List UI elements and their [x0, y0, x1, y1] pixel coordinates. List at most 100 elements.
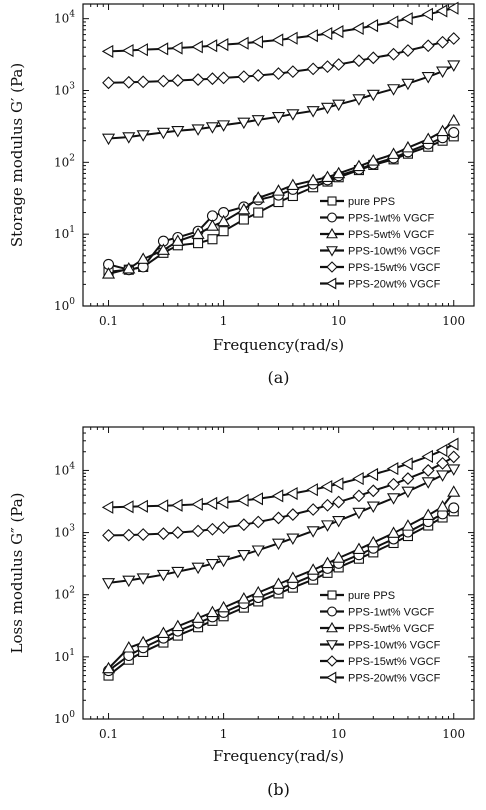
data-point — [171, 619, 185, 632]
data-point — [386, 526, 401, 538]
x-tick-label: 10 — [331, 727, 346, 741]
legend-marker — [325, 277, 337, 290]
data-point — [320, 479, 333, 494]
data-point — [436, 66, 450, 79]
series-line — [108, 131, 455, 271]
series-line — [108, 7, 454, 53]
x-tick-label: 100 — [442, 314, 465, 328]
x-axis-label: Frequency(rad/s) — [213, 747, 344, 765]
data-point — [401, 472, 415, 485]
data-point — [205, 122, 220, 134]
legend-marker — [327, 590, 337, 600]
series-line — [108, 443, 455, 509]
series-line — [108, 64, 455, 140]
data-point — [366, 501, 380, 514]
data-point — [447, 437, 459, 451]
series-line — [108, 456, 455, 537]
data-point — [171, 41, 183, 55]
data-point — [436, 124, 450, 137]
data-point — [171, 498, 183, 512]
series-6 — [101, 1, 459, 58]
data-point — [251, 545, 265, 557]
legend-label: PPS-10wt% VGCF — [348, 640, 441, 652]
legend-marker — [327, 212, 337, 223]
data-point — [306, 526, 320, 538]
data-point — [401, 486, 415, 499]
data-point — [401, 78, 415, 91]
data-point — [271, 538, 286, 551]
y-tick-label: 102 — [54, 586, 75, 602]
data-point — [320, 27, 333, 41]
data-point — [122, 575, 136, 588]
series-line — [108, 119, 455, 275]
legend-label: PPS-5wt% VGCF — [348, 623, 434, 635]
data-point — [136, 499, 148, 513]
data-point — [191, 40, 203, 54]
data-point — [272, 67, 285, 80]
data-point — [156, 499, 169, 513]
legend-label: pure PPS — [348, 590, 395, 602]
data-point — [237, 592, 251, 604]
data-point — [237, 493, 249, 507]
data-point — [191, 562, 205, 575]
data-point — [206, 72, 219, 86]
data-point — [101, 267, 116, 279]
data-point — [286, 31, 298, 45]
data-point — [237, 202, 251, 215]
series-line — [108, 37, 455, 84]
data-point — [251, 115, 265, 127]
data-point — [217, 600, 231, 613]
data-point — [237, 518, 251, 532]
data-point — [306, 62, 320, 76]
data-point — [206, 522, 219, 536]
legend-marker — [327, 606, 337, 617]
data-point — [448, 127, 460, 139]
data-point — [435, 4, 448, 18]
data-point — [157, 74, 170, 88]
data-point — [332, 515, 346, 528]
data-point — [447, 32, 461, 45]
series-line — [108, 468, 455, 584]
legend-marker — [326, 621, 338, 633]
data-point — [352, 489, 366, 503]
series-5 — [102, 32, 461, 90]
legend-label: PPS-15wt% VGCF — [348, 262, 441, 274]
data-point — [286, 508, 300, 521]
legend-label: PPS-20wt% VGCF — [348, 673, 441, 685]
data-point — [366, 467, 379, 482]
data-point — [156, 42, 169, 56]
data-point — [191, 227, 205, 239]
data-point — [366, 89, 380, 102]
y-axis-label: Loss modulus G″ (Pa) — [8, 492, 26, 653]
data-point — [286, 178, 300, 190]
panel-label: (b) — [267, 780, 290, 799]
y-tick-label: 101 — [54, 225, 75, 241]
data-point — [401, 12, 413, 26]
data-point — [387, 477, 400, 491]
data-point — [447, 113, 461, 126]
data-point — [217, 120, 231, 132]
data-point — [136, 130, 150, 142]
data-point — [401, 519, 415, 531]
data-point — [448, 502, 460, 514]
data-point — [421, 7, 433, 21]
y-tick-label: 100 — [54, 710, 75, 726]
legend-marker — [326, 227, 338, 239]
data-point — [331, 25, 344, 39]
data-point — [447, 464, 461, 476]
data-point — [271, 184, 286, 196]
y-tick-label: 101 — [54, 648, 75, 664]
x-tick-label: 1 — [220, 314, 228, 328]
data-point — [306, 483, 318, 497]
series-line — [107, 510, 455, 677]
legend-marker — [326, 655, 338, 667]
data-point — [251, 515, 265, 529]
data-point — [136, 43, 148, 57]
data-point — [207, 234, 218, 245]
data-point — [436, 456, 449, 470]
data-point — [332, 551, 346, 563]
data-point — [320, 556, 335, 569]
data-point — [320, 170, 335, 183]
data-point — [436, 470, 450, 482]
